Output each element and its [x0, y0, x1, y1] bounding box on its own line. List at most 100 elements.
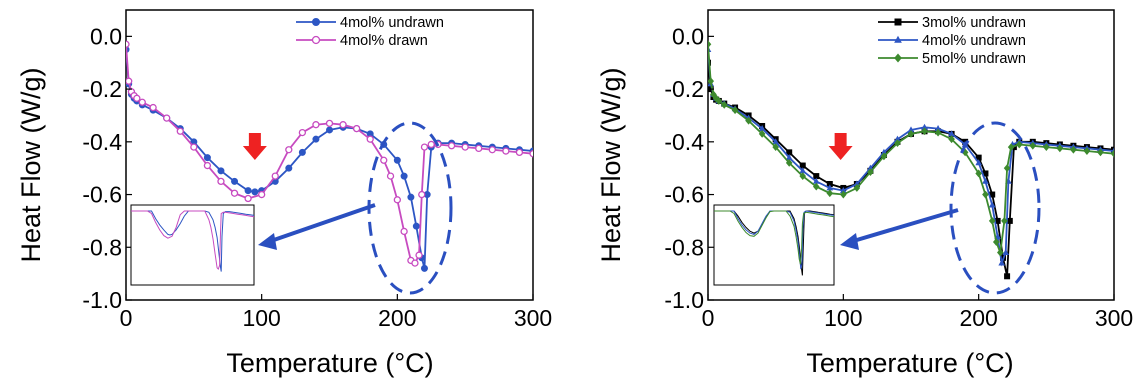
- data-point: [217, 167, 225, 175]
- data-point: [407, 193, 415, 201]
- data-point: [251, 188, 259, 196]
- blue-arrowhead: [840, 233, 859, 250]
- data-point: [312, 121, 320, 129]
- data-point: [840, 186, 847, 193]
- legend-swatch-marker: [311, 35, 321, 45]
- data-point: [813, 173, 820, 180]
- data-point: [203, 154, 211, 162]
- data-point: [126, 77, 133, 85]
- data-point: [380, 156, 388, 164]
- inset-frame: [130, 204, 255, 286]
- data-point: [163, 114, 171, 122]
- data-point: [366, 135, 374, 143]
- blue-pointer-arrow: [267, 203, 376, 244]
- blue-arrowhead: [258, 233, 277, 250]
- y-tick-label: -1.0: [664, 287, 704, 313]
- data-point: [461, 143, 469, 151]
- data-point: [948, 130, 955, 137]
- data-point: [992, 238, 1000, 246]
- data-point: [731, 106, 739, 115]
- y-tick-label: -0.8: [82, 234, 122, 260]
- legend-item: 3mol% undrawn: [878, 15, 1026, 31]
- data-point: [411, 259, 419, 267]
- data-point: [271, 172, 279, 180]
- data-point: [1043, 143, 1050, 151]
- inset-line: [714, 210, 835, 265]
- data-point: [1110, 149, 1114, 158]
- y-tick-label: 0.0: [90, 23, 122, 49]
- data-point: [867, 168, 874, 177]
- inset-line: [131, 210, 255, 271]
- data-point: [988, 217, 996, 225]
- data-point: [400, 172, 408, 180]
- data-point: [921, 127, 928, 136]
- y-tick-label: -0.6: [82, 182, 122, 208]
- data-point: [812, 182, 820, 191]
- data-point: [1006, 217, 1013, 224]
- data-point: [1029, 141, 1037, 150]
- legend-label: 4mol% undrawn: [922, 33, 1026, 49]
- blue-pointer-arrow: [849, 208, 959, 244]
- data-point: [285, 164, 293, 172]
- data-point: [708, 77, 715, 86]
- data-point: [1007, 143, 1015, 151]
- legend-item: 4mol% drawn: [296, 33, 428, 49]
- data-point: [799, 167, 807, 174]
- data-point: [880, 148, 888, 155]
- data-point: [298, 148, 306, 156]
- data-point: [826, 184, 834, 191]
- data-point: [420, 264, 428, 272]
- data-point: [708, 40, 712, 49]
- data-point: [1004, 273, 1011, 280]
- data-point: [420, 143, 429, 151]
- data-point: [975, 159, 982, 166]
- red-down-arrow: [242, 133, 267, 160]
- legend-label: 3mol% undrawn: [922, 15, 1026, 31]
- chart-left-panel: 0 100 200 300 -1.0 -0.8 -0.6 -0.4 -0.2 0.0 Temper…: [16, 9, 552, 378]
- data-point: [447, 142, 456, 150]
- y-tick-label: -0.2: [664, 76, 704, 102]
- legend-swatch-marker: [312, 18, 320, 26]
- data-point: [772, 143, 779, 151]
- data-point: [1056, 144, 1064, 153]
- y-tick-label: -0.6: [664, 182, 704, 208]
- data-point: [934, 128, 942, 137]
- data-point: [840, 190, 847, 199]
- data-point: [1097, 148, 1104, 157]
- data-point: [982, 177, 989, 184]
- data-point: [1083, 147, 1091, 155]
- series-5mol-undrawn: [708, 40, 1114, 257]
- data-point: [880, 152, 888, 161]
- data-point: [258, 190, 266, 199]
- data-point: [934, 125, 942, 132]
- data-point: [488, 146, 496, 154]
- data-point: [217, 177, 225, 186]
- data-point: [339, 121, 347, 129]
- legend-item: 5mol% undrawn: [878, 51, 1026, 67]
- data-point: [982, 190, 989, 199]
- data-point: [994, 217, 1001, 224]
- data-point: [772, 138, 779, 145]
- data-point: [997, 248, 1004, 257]
- dashed-ellipse: [367, 121, 453, 295]
- data-point: [975, 169, 982, 178]
- x-tick-label: 0: [702, 305, 715, 331]
- data-point: [133, 94, 141, 102]
- data-point: [1070, 145, 1077, 154]
- data-point: [799, 162, 806, 169]
- y-axis-label: Heat Flow (W/g): [596, 67, 626, 262]
- series-4mol-drawn: [126, 40, 533, 267]
- data-point: [244, 194, 252, 203]
- data-point: [1015, 140, 1023, 149]
- data-point: [400, 227, 408, 236]
- x-axis-label: Temperature (°C): [226, 348, 433, 378]
- inset-plot: [130, 204, 255, 286]
- data-point: [907, 126, 915, 133]
- data-point: [176, 127, 184, 135]
- data-point: [989, 191, 996, 198]
- data-point: [948, 135, 955, 144]
- data-point: [312, 135, 320, 143]
- y-tick-label: -1.0: [82, 287, 122, 313]
- data-point: [907, 130, 915, 138]
